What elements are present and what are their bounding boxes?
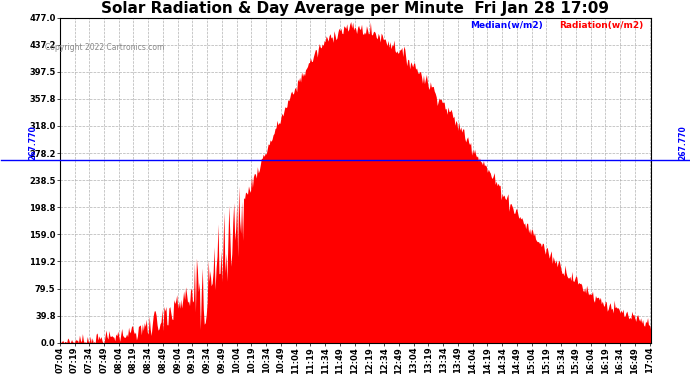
Text: Radiation(w/m2): Radiation(w/m2) — [559, 21, 643, 30]
Title: Solar Radiation & Day Average per Minute  Fri Jan 28 17:09: Solar Radiation & Day Average per Minute… — [101, 2, 609, 16]
Text: Copyright 2022 Cartronics.com: Copyright 2022 Cartronics.com — [45, 43, 164, 52]
Text: 267.770: 267.770 — [678, 125, 687, 160]
Text: Median(w/m2): Median(w/m2) — [471, 21, 543, 30]
Text: 267.770: 267.770 — [29, 125, 38, 160]
